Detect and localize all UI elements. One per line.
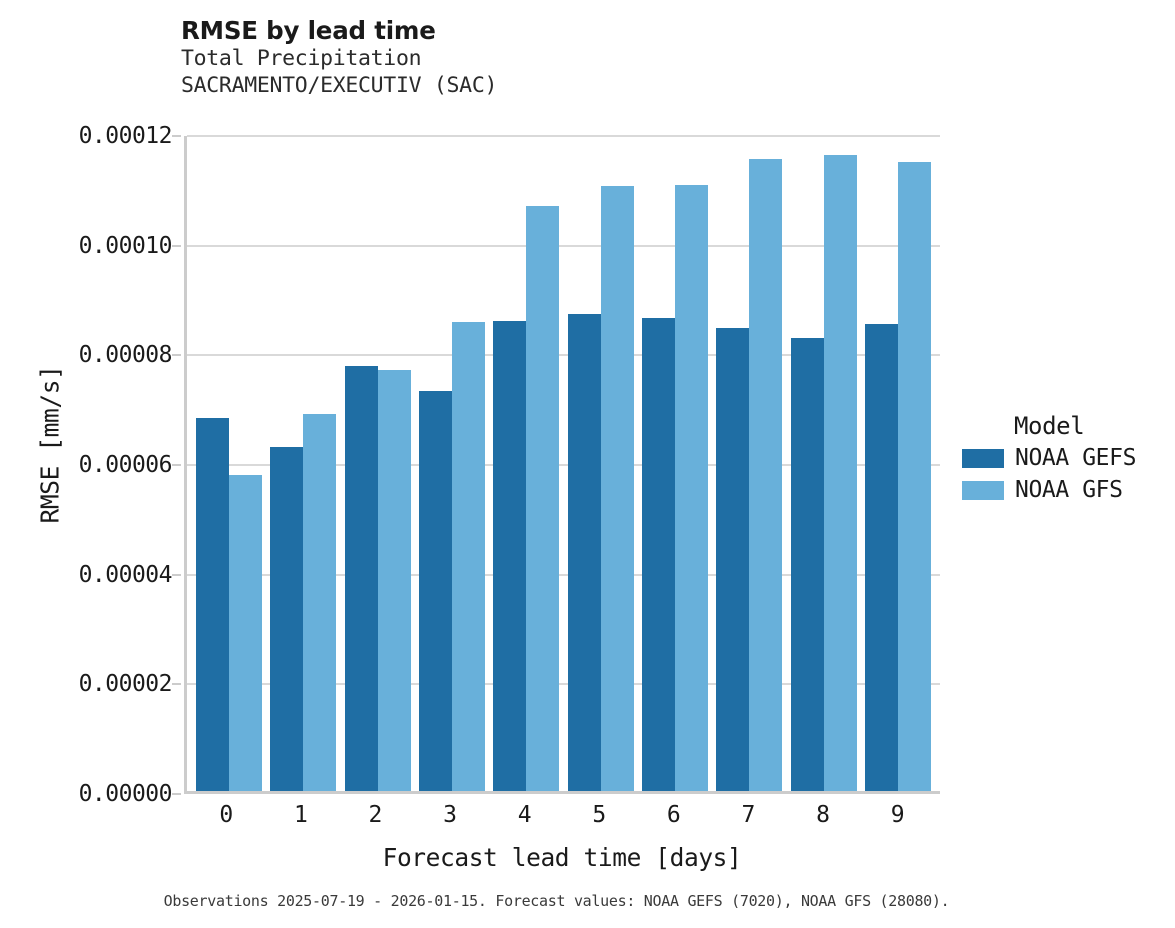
plot-area — [184, 135, 940, 794]
y-axis-tick-mark — [172, 464, 181, 466]
bar-noaa-gefs-day-1[interactable] — [270, 447, 304, 791]
y-axis-tick-label: 0.00008 — [78, 342, 173, 369]
y-axis-tick-mark — [172, 683, 181, 686]
x-axis-tick-label: 6 — [666, 802, 681, 828]
y-axis-tick-label: 0.00010 — [78, 232, 173, 259]
legend-swatch-icon — [962, 448, 1004, 468]
y-axis-tick-mark — [172, 135, 181, 137]
y-axis-tick-labels: 0.00012 0.00010 0.00008 0.00006 0.00004 0.000… — [0, 125, 181, 806]
x-axis-tick-label: 4 — [517, 802, 532, 828]
y-axis-tick-mark — [172, 573, 181, 576]
x-axis-tick-label: 5 — [592, 802, 607, 828]
x-axis-title: Forecast lead time [days] — [382, 843, 742, 872]
bar-noaa-gfs-day-6[interactable] — [674, 185, 708, 791]
gridline — [187, 244, 940, 247]
bar-group — [786, 136, 860, 791]
chart-footnote: Observations 2025-07-19 - 2026-01-15. Fo… — [163, 892, 950, 910]
chart-subtitle-variable: Total Precipitation — [181, 46, 422, 71]
bar-group — [192, 136, 266, 791]
y-axis-tick-mark — [172, 244, 181, 247]
y-axis-tick-label: 0.00000 — [78, 781, 173, 807]
gridline — [187, 573, 940, 576]
y-axis-tick-mark — [172, 354, 181, 357]
bar-group — [712, 136, 786, 791]
legend-items: NOAA GEFS NOAA GFS — [962, 442, 1172, 506]
x-axis-tick-label: 2 — [368, 802, 383, 828]
chart-title-block: RMSE by lead time Total Precipitation SA… — [181, 16, 941, 99]
legend-label: NOAA GFS — [1015, 476, 1123, 503]
bar-group — [415, 136, 489, 791]
y-axis-tick-label: 0.00012 — [78, 123, 173, 149]
bar-noaa-gfs-day-9[interactable] — [897, 162, 931, 791]
bar-noaa-gfs-day-8[interactable] — [823, 154, 857, 791]
legend-label: NOAA GEFS — [1015, 444, 1137, 471]
bar-noaa-gefs-day-6[interactable] — [641, 318, 675, 791]
bar-noaa-gfs-day-0[interactable] — [229, 474, 263, 791]
y-axis-tick-label: 0.00004 — [78, 561, 173, 588]
legend: Model NOAA GEFS NOAA GFS — [962, 410, 1172, 506]
gridline — [187, 464, 940, 466]
bar-noaa-gfs-day-3[interactable] — [452, 322, 486, 791]
bar-noaa-gefs-day-2[interactable] — [344, 366, 378, 791]
bar-noaa-gefs-day-8[interactable] — [790, 337, 824, 791]
gridline — [187, 135, 940, 137]
x-axis-tick-label: 1 — [293, 802, 308, 828]
bar-noaa-gefs-day-5[interactable] — [567, 313, 601, 791]
x-axis-tick-label: 7 — [741, 802, 756, 828]
bar-noaa-gefs-day-9[interactable] — [864, 323, 898, 791]
bar-noaa-gfs-day-1[interactable] — [303, 414, 337, 791]
bar-noaa-gefs-day-4[interactable] — [493, 321, 527, 791]
bar-noaa-gfs-day-2[interactable] — [377, 369, 411, 791]
bar-noaa-gefs-day-3[interactable] — [419, 390, 453, 791]
y-axis-title: RMSE [mm/s] — [35, 365, 65, 524]
y-axis-tick-label: 0.00006 — [78, 452, 173, 478]
bar-noaa-gfs-day-4[interactable] — [526, 205, 560, 791]
bar-group — [341, 136, 415, 791]
x-axis-tick-label: 3 — [443, 802, 457, 828]
bar-noaa-gefs-day-0[interactable] — [196, 418, 230, 791]
y-axis-tick-label: 0.00002 — [78, 671, 173, 698]
legend-title: Model — [1014, 412, 1085, 440]
bar-groups — [187, 136, 940, 791]
bar-group — [563, 136, 637, 791]
legend-item[interactable]: NOAA GEFS — [962, 442, 1172, 474]
legend-item[interactable]: NOAA GFS — [962, 474, 1172, 506]
bar-noaa-gefs-day-7[interactable] — [716, 327, 750, 791]
y-axis-tick-mark — [172, 793, 181, 795]
chart-subtitle-station: SACRAMENTO/EXECUTIV (SAC) — [181, 72, 498, 98]
bar-group — [489, 136, 563, 791]
bar-group — [266, 136, 340, 791]
page-title: RMSE by lead time — [181, 16, 436, 45]
gridline — [187, 354, 940, 357]
x-axis-tick-label: 0 — [219, 802, 234, 828]
bar-group — [638, 136, 712, 791]
legend-swatch-icon — [962, 480, 1004, 500]
bar-noaa-gfs-day-7[interactable] — [749, 159, 783, 791]
x-axis-tick-labels: 0 1 2 3 4 5 6 7 8 9 — [184, 800, 940, 840]
gridline — [187, 683, 940, 686]
bar-noaa-gfs-day-5[interactable] — [600, 186, 634, 791]
x-axis-tick-label: 9 — [890, 802, 905, 828]
x-axis-tick-label: 8 — [816, 802, 830, 828]
bar-group — [861, 136, 935, 791]
